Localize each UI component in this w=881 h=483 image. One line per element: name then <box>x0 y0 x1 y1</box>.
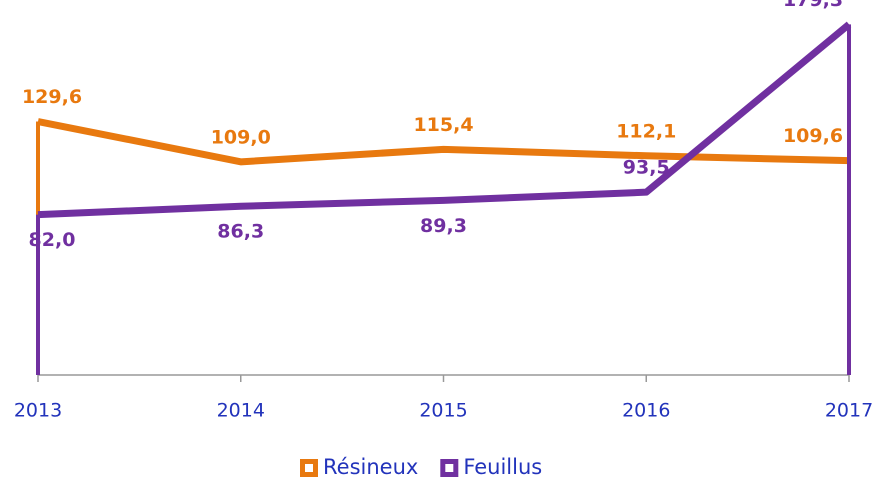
data-label: 109,0 <box>211 126 271 148</box>
data-label: 115,4 <box>413 114 473 136</box>
data-label: 89,3 <box>420 215 467 237</box>
legend-label: Résineux <box>323 455 418 479</box>
data-label: 86,3 <box>217 221 264 243</box>
x-tick-label: 2016 <box>622 400 670 422</box>
x-tick-label: 2015 <box>419 400 467 422</box>
data-label: 129,6 <box>22 86 82 108</box>
data-label: 109,6 <box>783 125 843 147</box>
data-label: 82,0 <box>29 229 76 251</box>
series-line <box>37 21 852 219</box>
series-line <box>37 118 850 166</box>
legend-label: Feuillus <box>463 455 542 479</box>
data-label: 93,5 <box>623 157 670 179</box>
legend-swatch-inner <box>445 464 454 472</box>
x-tick-label: 2014 <box>217 400 265 422</box>
x-tick-label: 2013 <box>14 400 62 422</box>
legend-item: Feuillus <box>440 455 542 479</box>
x-tick-label: 2017 <box>825 400 873 422</box>
data-label: 179,3 <box>783 0 843 11</box>
legend-item: Résineux <box>300 455 418 479</box>
data-label: 112,1 <box>616 120 676 142</box>
legend-swatch-inner <box>305 464 313 472</box>
